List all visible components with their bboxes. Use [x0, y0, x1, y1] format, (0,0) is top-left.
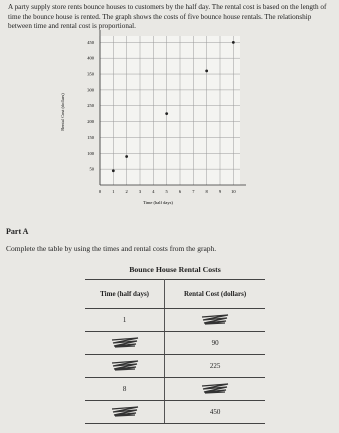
y-tick-label: 300	[87, 87, 95, 92]
y-tick-label: 50	[90, 167, 95, 172]
y-tick-label: 450	[87, 40, 95, 45]
data-point	[205, 69, 209, 73]
plot-area	[100, 36, 240, 185]
scribbled-cell	[164, 377, 265, 401]
x-tick-label: 0	[99, 189, 102, 194]
table: Time (half days) Rental Cost (dollars) 1 90…	[85, 279, 265, 424]
scribbled-cell	[164, 308, 265, 332]
x-tick-label: 6	[179, 189, 182, 194]
table-cell: 450	[164, 400, 265, 424]
table-title: Bounce House Rental Costs	[129, 265, 221, 274]
y-tick-label: 100	[87, 151, 95, 156]
table-row: 90	[85, 331, 265, 355]
intro-text: A party supply store rents bounce houses…	[8, 3, 327, 30]
y-tick-label: 250	[87, 103, 95, 108]
scribbled-cell	[85, 354, 166, 378]
y-tick-label: 350	[87, 72, 95, 77]
x-tick-label: 5	[166, 189, 169, 194]
table-cell: 1	[85, 308, 166, 332]
table-row: 225	[85, 354, 265, 378]
data-point	[231, 40, 235, 44]
scribble	[202, 383, 229, 394]
chart: Time (half days) Rental Cost (dollars) 5…	[60, 30, 246, 205]
y-tick-label: 400	[87, 56, 95, 61]
x-tick-label: 8	[206, 189, 209, 194]
y-tick-label: 200	[87, 119, 95, 124]
x-tick-label: 4	[152, 189, 155, 194]
y-axis-label: Rental Cost (dollars)	[60, 93, 65, 131]
x-tick-label: 1	[112, 189, 114, 194]
instruction: Complete the table by using the times an…	[6, 244, 217, 253]
x-axis-label: Time (half days)	[143, 200, 173, 205]
scribbled-cell	[85, 331, 166, 355]
scribbled-cell	[85, 400, 166, 424]
scribble	[202, 314, 229, 325]
table-row: 1	[85, 308, 265, 332]
scribble	[111, 406, 138, 417]
header-row: Time (half days) Rental Cost (dollars)	[85, 279, 265, 309]
data-point	[125, 155, 129, 158]
table-row: 8	[85, 377, 265, 401]
x-tick-label: 10	[231, 189, 236, 194]
data-point	[111, 169, 115, 173]
x-tick-label: 9	[219, 189, 222, 194]
column-header: Time (half days)	[85, 279, 166, 309]
column-header: Rental Cost (dollars)	[164, 279, 265, 309]
table-cell: 90	[164, 331, 265, 355]
x-tick-label: 7	[192, 189, 195, 194]
scribble	[111, 360, 138, 371]
y-tick-label: 150	[87, 135, 95, 140]
scribble	[111, 337, 138, 348]
x-tick-label: 2	[126, 189, 128, 194]
table-cell: 225	[164, 354, 265, 378]
part-heading: Part A	[6, 227, 29, 236]
x-tick-label: 3	[139, 189, 142, 194]
table-row: 450	[85, 400, 265, 424]
data-point	[165, 112, 169, 116]
table-cell: 8	[85, 377, 166, 401]
